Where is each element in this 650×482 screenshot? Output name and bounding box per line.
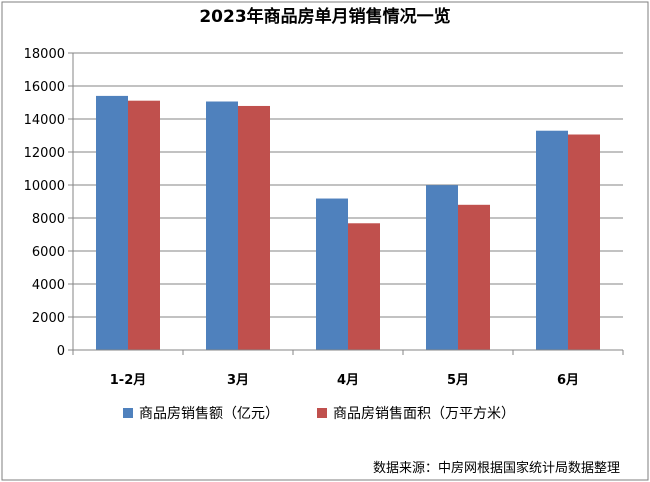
bar-sales-area <box>128 100 160 350</box>
bars <box>96 95 600 351</box>
x-tick-label: 3月 <box>227 373 249 388</box>
bar-sales-amount <box>96 95 128 351</box>
bar-sales-amount <box>426 185 458 350</box>
bar-sales-area <box>568 134 600 350</box>
bar-sales-area <box>238 105 270 350</box>
y-axis: 0 2000 4000 6000 8000 10000 12000 14000 16000 180… <box>24 47 74 359</box>
legend-label: 商品房销售面积（万平方米） <box>333 406 515 422</box>
y-tick-label: 18000 <box>24 47 65 62</box>
bar-sales-amount <box>206 101 238 350</box>
x-tick-label: 1-2月 <box>110 373 147 388</box>
y-tick-label: 4000 <box>32 278 65 293</box>
bar-sales-area <box>348 223 380 350</box>
y-tick-label: 6000 <box>32 245 65 260</box>
gridlines <box>73 52 623 318</box>
bar-sales-amount <box>536 130 568 350</box>
chart-title: 2023年商品房单月销售情况一览 <box>199 6 450 27</box>
legend-label: 商品房销售额（亿元） <box>139 406 279 422</box>
legend: 商品房销售额（亿元） 商品房销售面积（万平方米） <box>123 406 515 422</box>
x-tick-label: 6月 <box>557 373 579 388</box>
legend-swatch <box>317 408 327 418</box>
source-note: 数据来源：中房网根据国家统计局数据整理 <box>373 460 620 476</box>
legend-swatch <box>123 408 133 418</box>
x-axis: 1-2月 3月 4月 5月 6月 <box>72 349 624 388</box>
y-tick-label: 12000 <box>24 146 65 161</box>
x-tick-label: 4月 <box>337 373 359 388</box>
y-tick-label: 0 <box>57 344 65 359</box>
y-tick-label: 10000 <box>24 179 65 194</box>
y-tick-label: 16000 <box>24 80 65 95</box>
y-tick-label: 2000 <box>32 311 65 326</box>
y-tick-label: 8000 <box>32 212 65 227</box>
y-tick-label: 14000 <box>24 113 65 128</box>
x-tick-label: 5月 <box>447 373 469 388</box>
bar-sales-amount <box>316 198 348 350</box>
bar-sales-area <box>458 204 490 350</box>
